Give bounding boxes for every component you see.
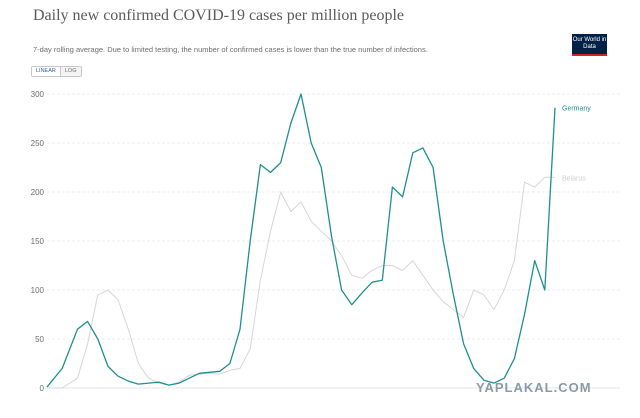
y-tick-label: 250 [31, 139, 45, 148]
y-tick-label: 300 [31, 90, 45, 99]
series-label-belarus: Belarus [562, 175, 586, 182]
series-lines [46, 93, 556, 389]
watermark: YAPLAKAL.COM [476, 380, 592, 395]
linear-scale-button[interactable]: LINEAR [32, 67, 61, 76]
series-label-germany: Germany [562, 106, 591, 113]
series-line-belarus[interactable] [47, 176, 555, 389]
gridlines [47, 93, 620, 389]
y-tick-label: 150 [31, 237, 45, 246]
chart-subtitle: 7-day rolling average. Due to limited te… [33, 45, 428, 54]
y-tick-label: 200 [31, 188, 45, 197]
owid-logo[interactable]: Our World in Data [572, 34, 607, 56]
log-scale-button[interactable]: LOG [60, 67, 81, 76]
y-tick-label: 0 [40, 384, 45, 393]
series-labels: Belarus Germany [562, 106, 591, 183]
chart-title: Daily new confirmed COVID-19 cases per m… [33, 7, 405, 24]
y-tick-label: 50 [35, 335, 44, 344]
y-axis-ticks: 0 50 100 150 200 250 300 [31, 90, 45, 393]
y-tick-label: 100 [31, 286, 45, 295]
scale-toggle: LINEAR LOG [31, 66, 82, 77]
series-line-germany[interactable] [46, 93, 556, 388]
